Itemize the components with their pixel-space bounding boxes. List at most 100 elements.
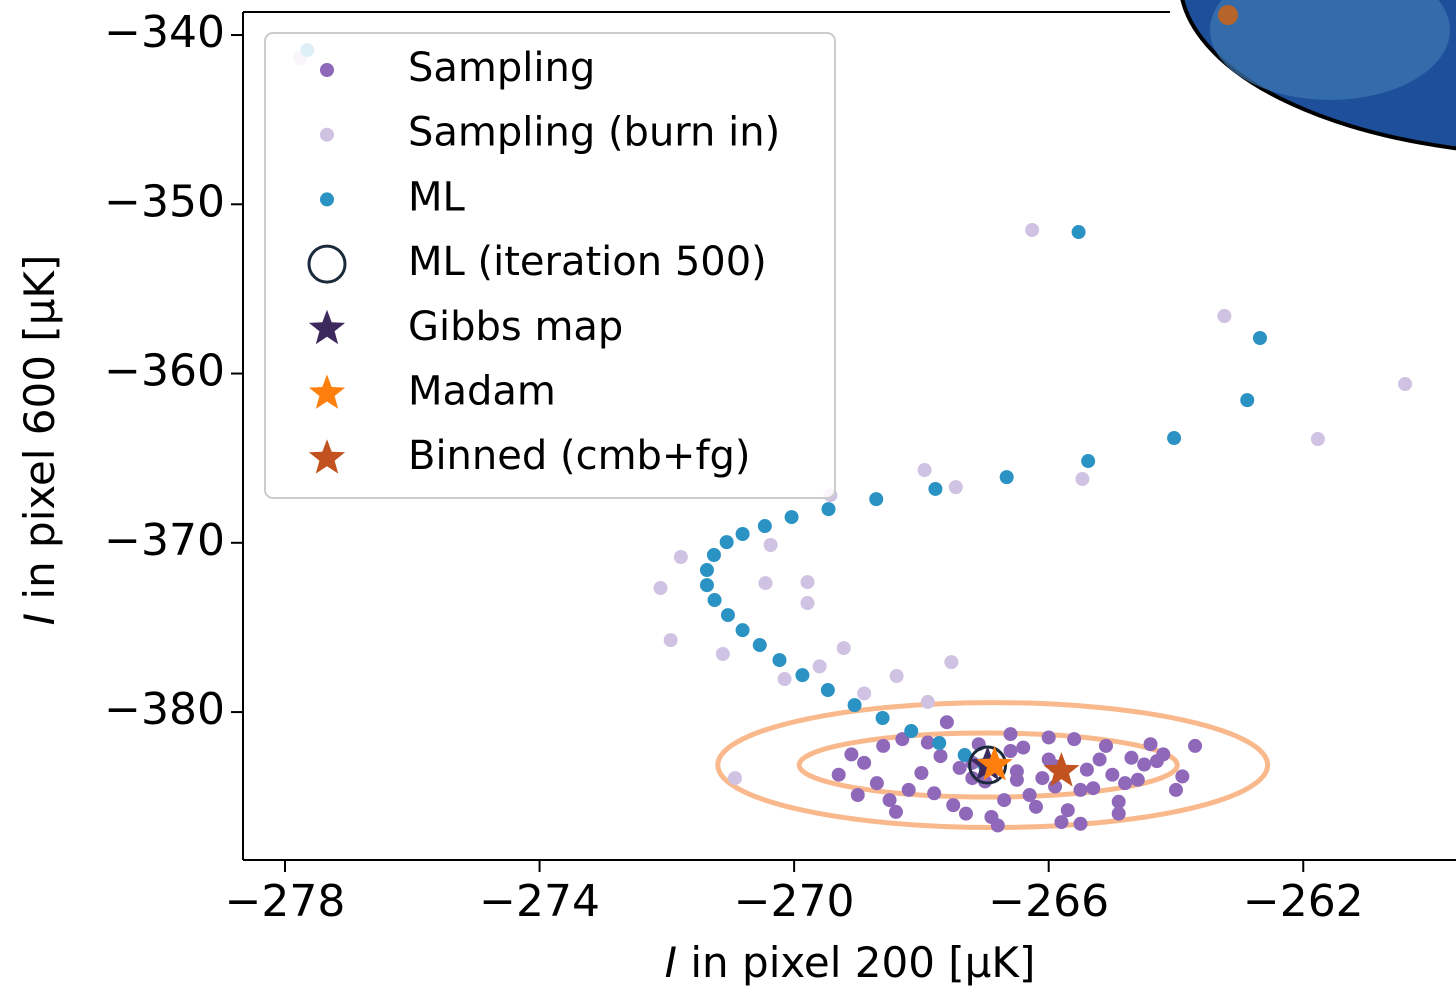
- point: [795, 668, 809, 682]
- point: [932, 736, 946, 750]
- point: [848, 698, 862, 712]
- point: [772, 653, 786, 667]
- point: [813, 659, 827, 673]
- point: [664, 633, 678, 647]
- y-tick-label: −360: [104, 346, 225, 397]
- point: [832, 768, 846, 782]
- point: [1188, 739, 1202, 753]
- point: [674, 550, 688, 564]
- point: [944, 655, 958, 669]
- point: [1118, 776, 1132, 790]
- point: [1067, 732, 1081, 746]
- x-label-text: in pixel 200 [μK]: [690, 938, 1035, 987]
- point: [1004, 727, 1018, 741]
- point: [320, 128, 334, 142]
- point: [928, 482, 942, 496]
- point: [1035, 771, 1049, 785]
- point: [870, 776, 884, 790]
- point: [708, 593, 722, 607]
- point: [1398, 377, 1412, 391]
- x-axis-label: I in pixel 200 [μK]: [665, 938, 1036, 987]
- point: [991, 818, 1005, 832]
- point: [1150, 754, 1164, 768]
- point: [1112, 807, 1126, 821]
- x-tick-label: −274: [479, 876, 600, 927]
- point: [1042, 752, 1056, 766]
- point: [927, 786, 941, 800]
- y-label-var: I: [15, 613, 64, 625]
- inset-map: [1180, 0, 1456, 155]
- y-label-text: in pixel 600 [μK]: [15, 255, 64, 600]
- point: [918, 463, 932, 477]
- point: [876, 711, 890, 725]
- point: [1054, 815, 1068, 829]
- point: [1025, 223, 1039, 237]
- point: [1042, 730, 1056, 744]
- point: [1099, 739, 1113, 753]
- point: [869, 492, 883, 506]
- point: [844, 747, 858, 761]
- legend-label: Gibbs map: [408, 304, 623, 350]
- point: [764, 538, 778, 552]
- point: [721, 608, 735, 622]
- point: [1093, 752, 1107, 766]
- point: [821, 683, 835, 697]
- point: [876, 739, 890, 753]
- point: [1023, 788, 1037, 802]
- point: [1144, 737, 1158, 751]
- x-tick-label: −266: [988, 876, 1109, 927]
- point: [1311, 432, 1325, 446]
- x-tick-label: −278: [225, 876, 346, 927]
- point: [934, 749, 948, 763]
- y-tick-label: −340: [104, 7, 225, 58]
- point: [1074, 817, 1088, 831]
- point: [700, 563, 714, 577]
- point: [1016, 741, 1030, 755]
- point: [753, 638, 767, 652]
- point: [785, 510, 799, 524]
- point: [1086, 781, 1100, 795]
- y-tick-label: −350: [104, 176, 225, 227]
- point: [1080, 763, 1094, 777]
- inset-spot: [1218, 5, 1238, 25]
- y-axis-label: I in pixel 600 [μK]: [15, 255, 64, 626]
- point: [914, 766, 928, 780]
- point: [1240, 393, 1254, 407]
- point: [1175, 769, 1189, 783]
- point: [720, 535, 734, 549]
- y-tick-label: −370: [104, 515, 225, 566]
- point: [889, 805, 903, 819]
- point: [1253, 331, 1267, 345]
- point: [700, 578, 714, 592]
- point: [736, 527, 750, 541]
- point: [1061, 803, 1075, 817]
- point: [320, 192, 334, 206]
- legend-label: Sampling (burn in): [408, 110, 780, 156]
- x-tick-label: −270: [734, 876, 855, 927]
- point: [1131, 773, 1145, 787]
- point: [716, 647, 730, 661]
- point: [1004, 744, 1018, 758]
- point: [851, 788, 865, 802]
- point: [1010, 764, 1024, 778]
- point: [837, 641, 851, 655]
- point: [800, 575, 814, 589]
- point: [1124, 751, 1138, 765]
- point: [1000, 470, 1014, 484]
- point: [953, 761, 967, 775]
- point: [778, 672, 792, 686]
- point: [653, 581, 667, 595]
- point: [1074, 783, 1088, 797]
- point: [857, 686, 871, 700]
- legend-label: Binned (cmb+fg): [408, 433, 751, 479]
- point: [1029, 800, 1043, 814]
- point: [883, 793, 897, 807]
- legend-label: ML: [408, 174, 466, 220]
- point: [997, 793, 1011, 807]
- point: [1072, 225, 1086, 239]
- point: [758, 519, 772, 533]
- point: [800, 596, 814, 610]
- point: [707, 548, 721, 562]
- point: [940, 715, 954, 729]
